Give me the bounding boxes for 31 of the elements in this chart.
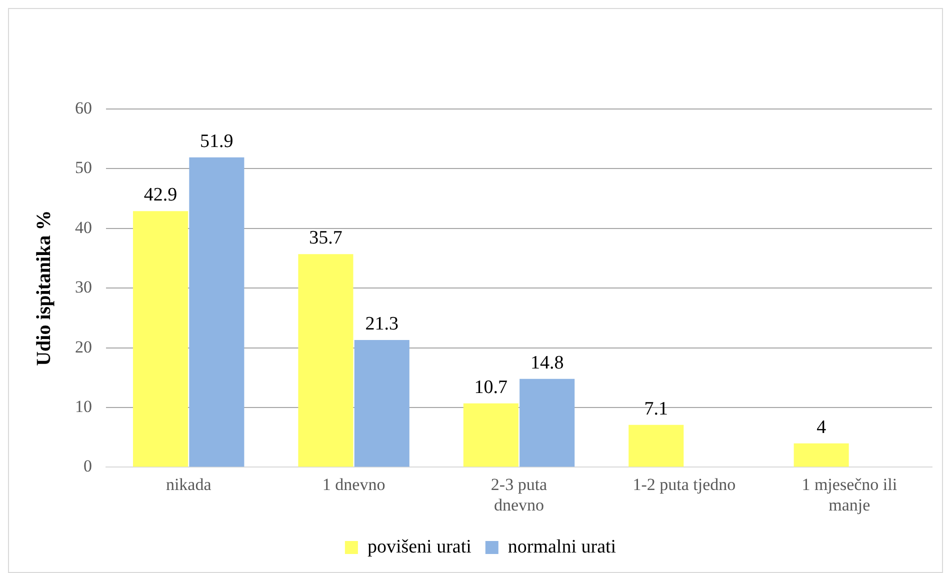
y-tick-label: 0 [84, 456, 92, 476]
data-label: 7.1 [644, 398, 668, 420]
x-tick-label: 1 mjesečno ili manje [802, 474, 898, 514]
x-tick-label: 2-3 puta dnevno [490, 474, 548, 514]
bar [463, 403, 518, 467]
legend-label: normalni urati [508, 536, 616, 558]
bar [132, 211, 188, 467]
y-tick-label: 10 [75, 396, 92, 416]
data-label: 35.7 [309, 228, 342, 249]
data-label: 21.3 [365, 314, 399, 335]
bar [298, 254, 354, 467]
bar [354, 340, 410, 467]
data-label: 4 [816, 416, 827, 438]
data-label: 42.9 [144, 184, 178, 206]
y-tick-label: 50 [75, 158, 92, 178]
bar [189, 157, 244, 467]
x-tick-label: nikada [166, 474, 212, 494]
y-tick-label: 20 [75, 337, 92, 356]
y-tick-label: 30 [75, 278, 92, 297]
legend-label: povišeni urati [367, 536, 472, 558]
y-tick-label: 40 [75, 218, 92, 237]
x-tick-label: 1 dnevno [322, 474, 386, 494]
y-axis-title: Udio ispitanika % [33, 210, 56, 366]
bar [628, 424, 684, 467]
x-tick-label: 1-2 puta tjedno [632, 474, 736, 494]
bar [794, 443, 849, 467]
data-label: 14.8 [530, 352, 564, 374]
data-label: 10.7 [474, 376, 508, 398]
data-label: 51.9 [200, 130, 234, 152]
bar [520, 378, 575, 467]
y-tick-label: 60 [75, 98, 92, 118]
